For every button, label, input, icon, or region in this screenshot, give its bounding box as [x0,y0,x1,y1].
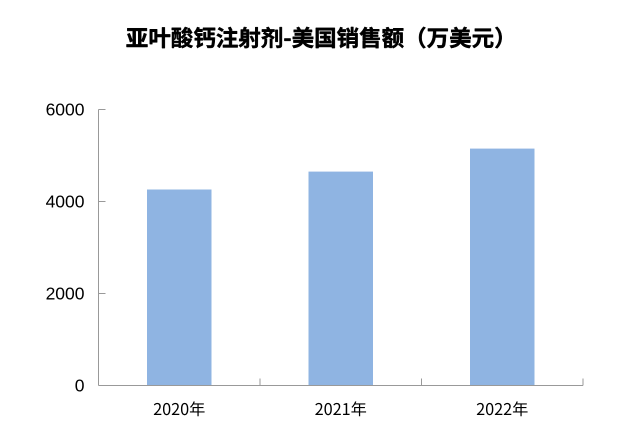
svg-text:4000: 4000 [46,191,85,211]
svg-text:2000: 2000 [46,283,85,303]
svg-text:0: 0 [75,375,85,395]
svg-text:6000: 6000 [46,99,85,119]
